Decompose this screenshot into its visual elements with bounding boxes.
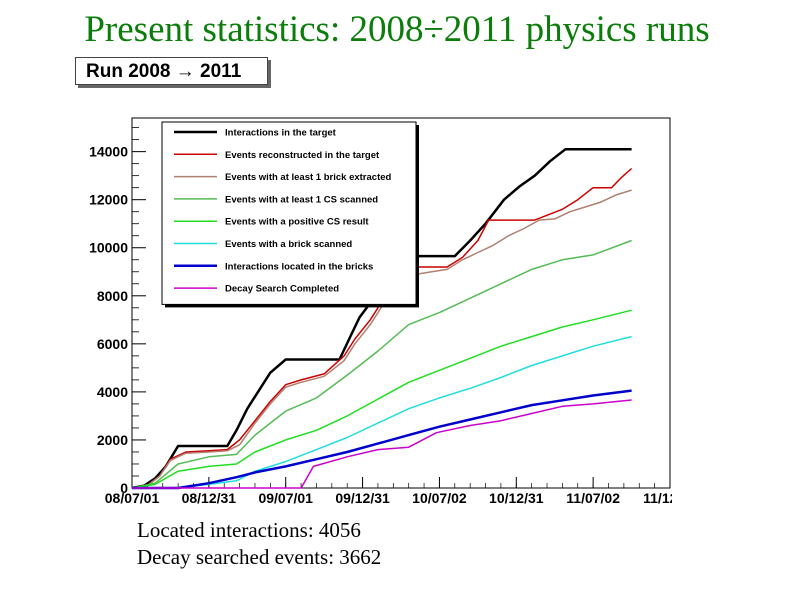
y-tick-label: 10000: [89, 240, 128, 256]
legend-label: Decay Search Completed: [225, 284, 339, 295]
x-tick-label: 10/12/31: [489, 490, 544, 506]
y-tick-label: 6000: [97, 336, 128, 352]
y-tick-label: 14000: [89, 144, 128, 160]
legend-box: [161, 121, 417, 305]
slide-title: Present statistics: 2008÷2011 physics ru…: [84, 9, 710, 50]
legend-label: Events with at least 1 brick extracted: [225, 172, 392, 183]
x-tick-label: 09/07/01: [258, 490, 313, 506]
x-tick-label: 09/12/31: [335, 490, 390, 506]
series-line: [131, 309, 632, 489]
series-line: [131, 147, 632, 490]
chart: 0 2000 4000 6000 8000 10000 12000 14000 08/07/01…: [89, 117, 672, 506]
legend-label: Events reconstructed in the target: [225, 150, 380, 161]
chart-run-label: Run 2008 → 2011: [75, 57, 268, 85]
legend-label: Events with a brick scanned: [225, 239, 352, 250]
legend-label: Events with a positive CS result: [225, 217, 369, 228]
x-tick-label: 08/12/31: [182, 490, 237, 506]
legend-label: Events with at least 1 CS scanned: [225, 194, 378, 205]
legend-label: Interactions in the target: [225, 128, 337, 139]
y-tick-label: 0: [120, 480, 128, 496]
y-tick-label: 8000: [97, 288, 128, 304]
series-line: [132, 335, 632, 489]
axes: 0 2000 4000 6000 8000 10000 12000 14000 08/07/01…: [89, 127, 672, 506]
legend: Interactions in the target Events reconst…: [161, 121, 419, 308]
y-tick-label: 2000: [97, 432, 128, 448]
y-tick-label: 4000: [97, 384, 128, 400]
y-tick-label: 12000: [89, 192, 128, 208]
decay-searched-stat: Decay searched events: 3662: [137, 545, 382, 569]
series-line: [132, 389, 632, 490]
series-line: [132, 399, 632, 489]
x-tick-label: 10/07/02: [412, 490, 467, 506]
legend-label: Interactions located in the bricks: [225, 261, 373, 272]
x-tick-label: 11/07/02: [566, 490, 620, 506]
located-interactions-stat: Located interactions: 4056: [137, 518, 361, 542]
series-line: [131, 239, 632, 489]
x-tick-label: 08/07/01: [105, 490, 160, 506]
x-tick-label: 11/12/31: [643, 490, 672, 506]
